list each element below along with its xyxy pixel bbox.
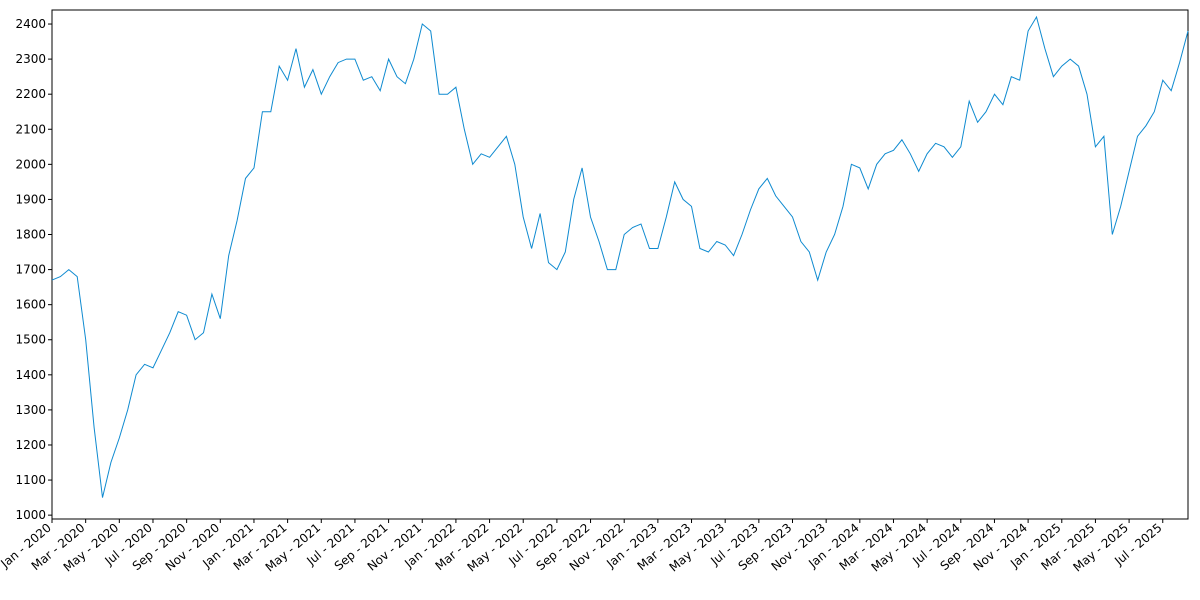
y-tick-label: 1400 [15,368,46,382]
y-tick-label: 1500 [15,333,46,347]
y-tick-label: 1000 [15,508,46,522]
y-tick-label: 2100 [15,122,46,136]
y-tick-label: 1700 [15,263,46,277]
plot-frame [51,9,1189,520]
y-tick-label: 1200 [15,438,46,452]
y-tick-label: 2300 [15,52,46,66]
y-tick-label: 2400 [15,17,46,31]
y-tick-label: 2200 [15,87,46,101]
line-series [51,15,1189,498]
y-tick-label: 1100 [15,473,46,487]
y-tick-label: 1600 [15,298,46,312]
y-tick-label: 1800 [15,228,46,242]
y-tick-label: 1300 [15,403,46,417]
y-tick-label: 1900 [15,192,46,206]
y-tick-label: 2000 [15,157,46,171]
